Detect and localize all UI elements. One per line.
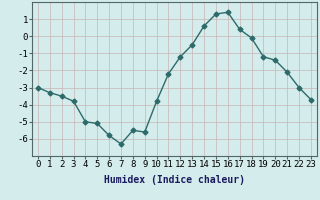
- X-axis label: Humidex (Indice chaleur): Humidex (Indice chaleur): [104, 175, 245, 185]
